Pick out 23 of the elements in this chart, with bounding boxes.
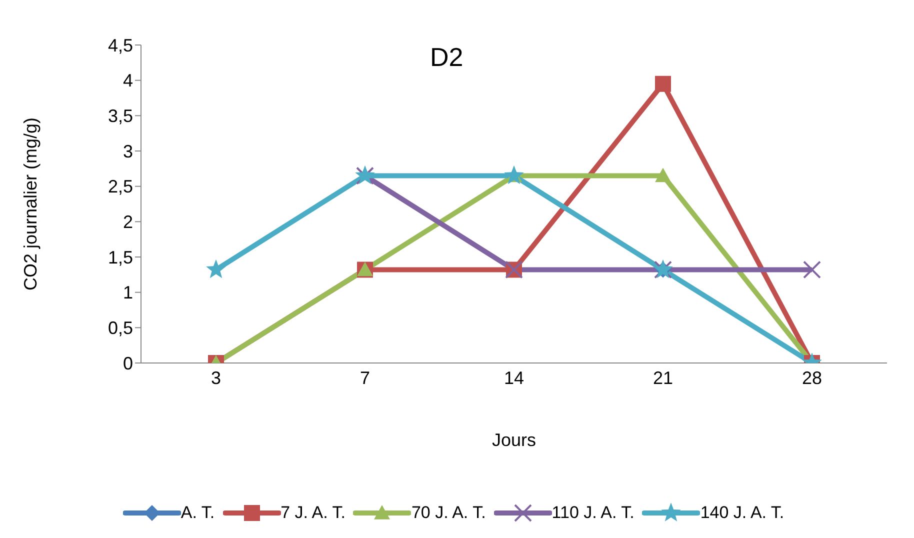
y-tick-label: 0 xyxy=(122,353,133,374)
y-tick-label: 1,5 xyxy=(108,247,133,268)
y-tick-label: 3,5 xyxy=(108,106,133,126)
legend-label: A. T. xyxy=(180,503,215,523)
y-tick-label: 2 xyxy=(122,212,133,232)
chart-title: D2 xyxy=(430,42,464,73)
y-tick-label: 1 xyxy=(122,282,133,303)
y-axis-title: CO2 journalier (mg/g) xyxy=(20,117,40,291)
legend-label: 7 J. A. T. xyxy=(280,503,346,523)
legend-label: 70 J. A. T. xyxy=(411,503,486,523)
y-tick-label: 4,5 xyxy=(108,35,133,56)
x-tick-label: 28 xyxy=(802,368,822,388)
x-tick-label: 3 xyxy=(210,368,222,388)
y-tick-label: 0,5 xyxy=(108,318,133,338)
legend-label: 110 J. A. T. xyxy=(552,503,634,523)
x-tick-label: 7 xyxy=(360,368,370,388)
y-tick-label: 3 xyxy=(122,141,133,162)
legend-label: 140 J. A. T. xyxy=(700,503,784,523)
x-axis-title: Jours xyxy=(492,430,536,450)
y-tick-label: 4 xyxy=(122,70,133,91)
y-tick-label: 2,5 xyxy=(108,176,133,197)
x-tick-label: 21 xyxy=(652,368,674,388)
x-tick-label: 14 xyxy=(504,368,524,388)
